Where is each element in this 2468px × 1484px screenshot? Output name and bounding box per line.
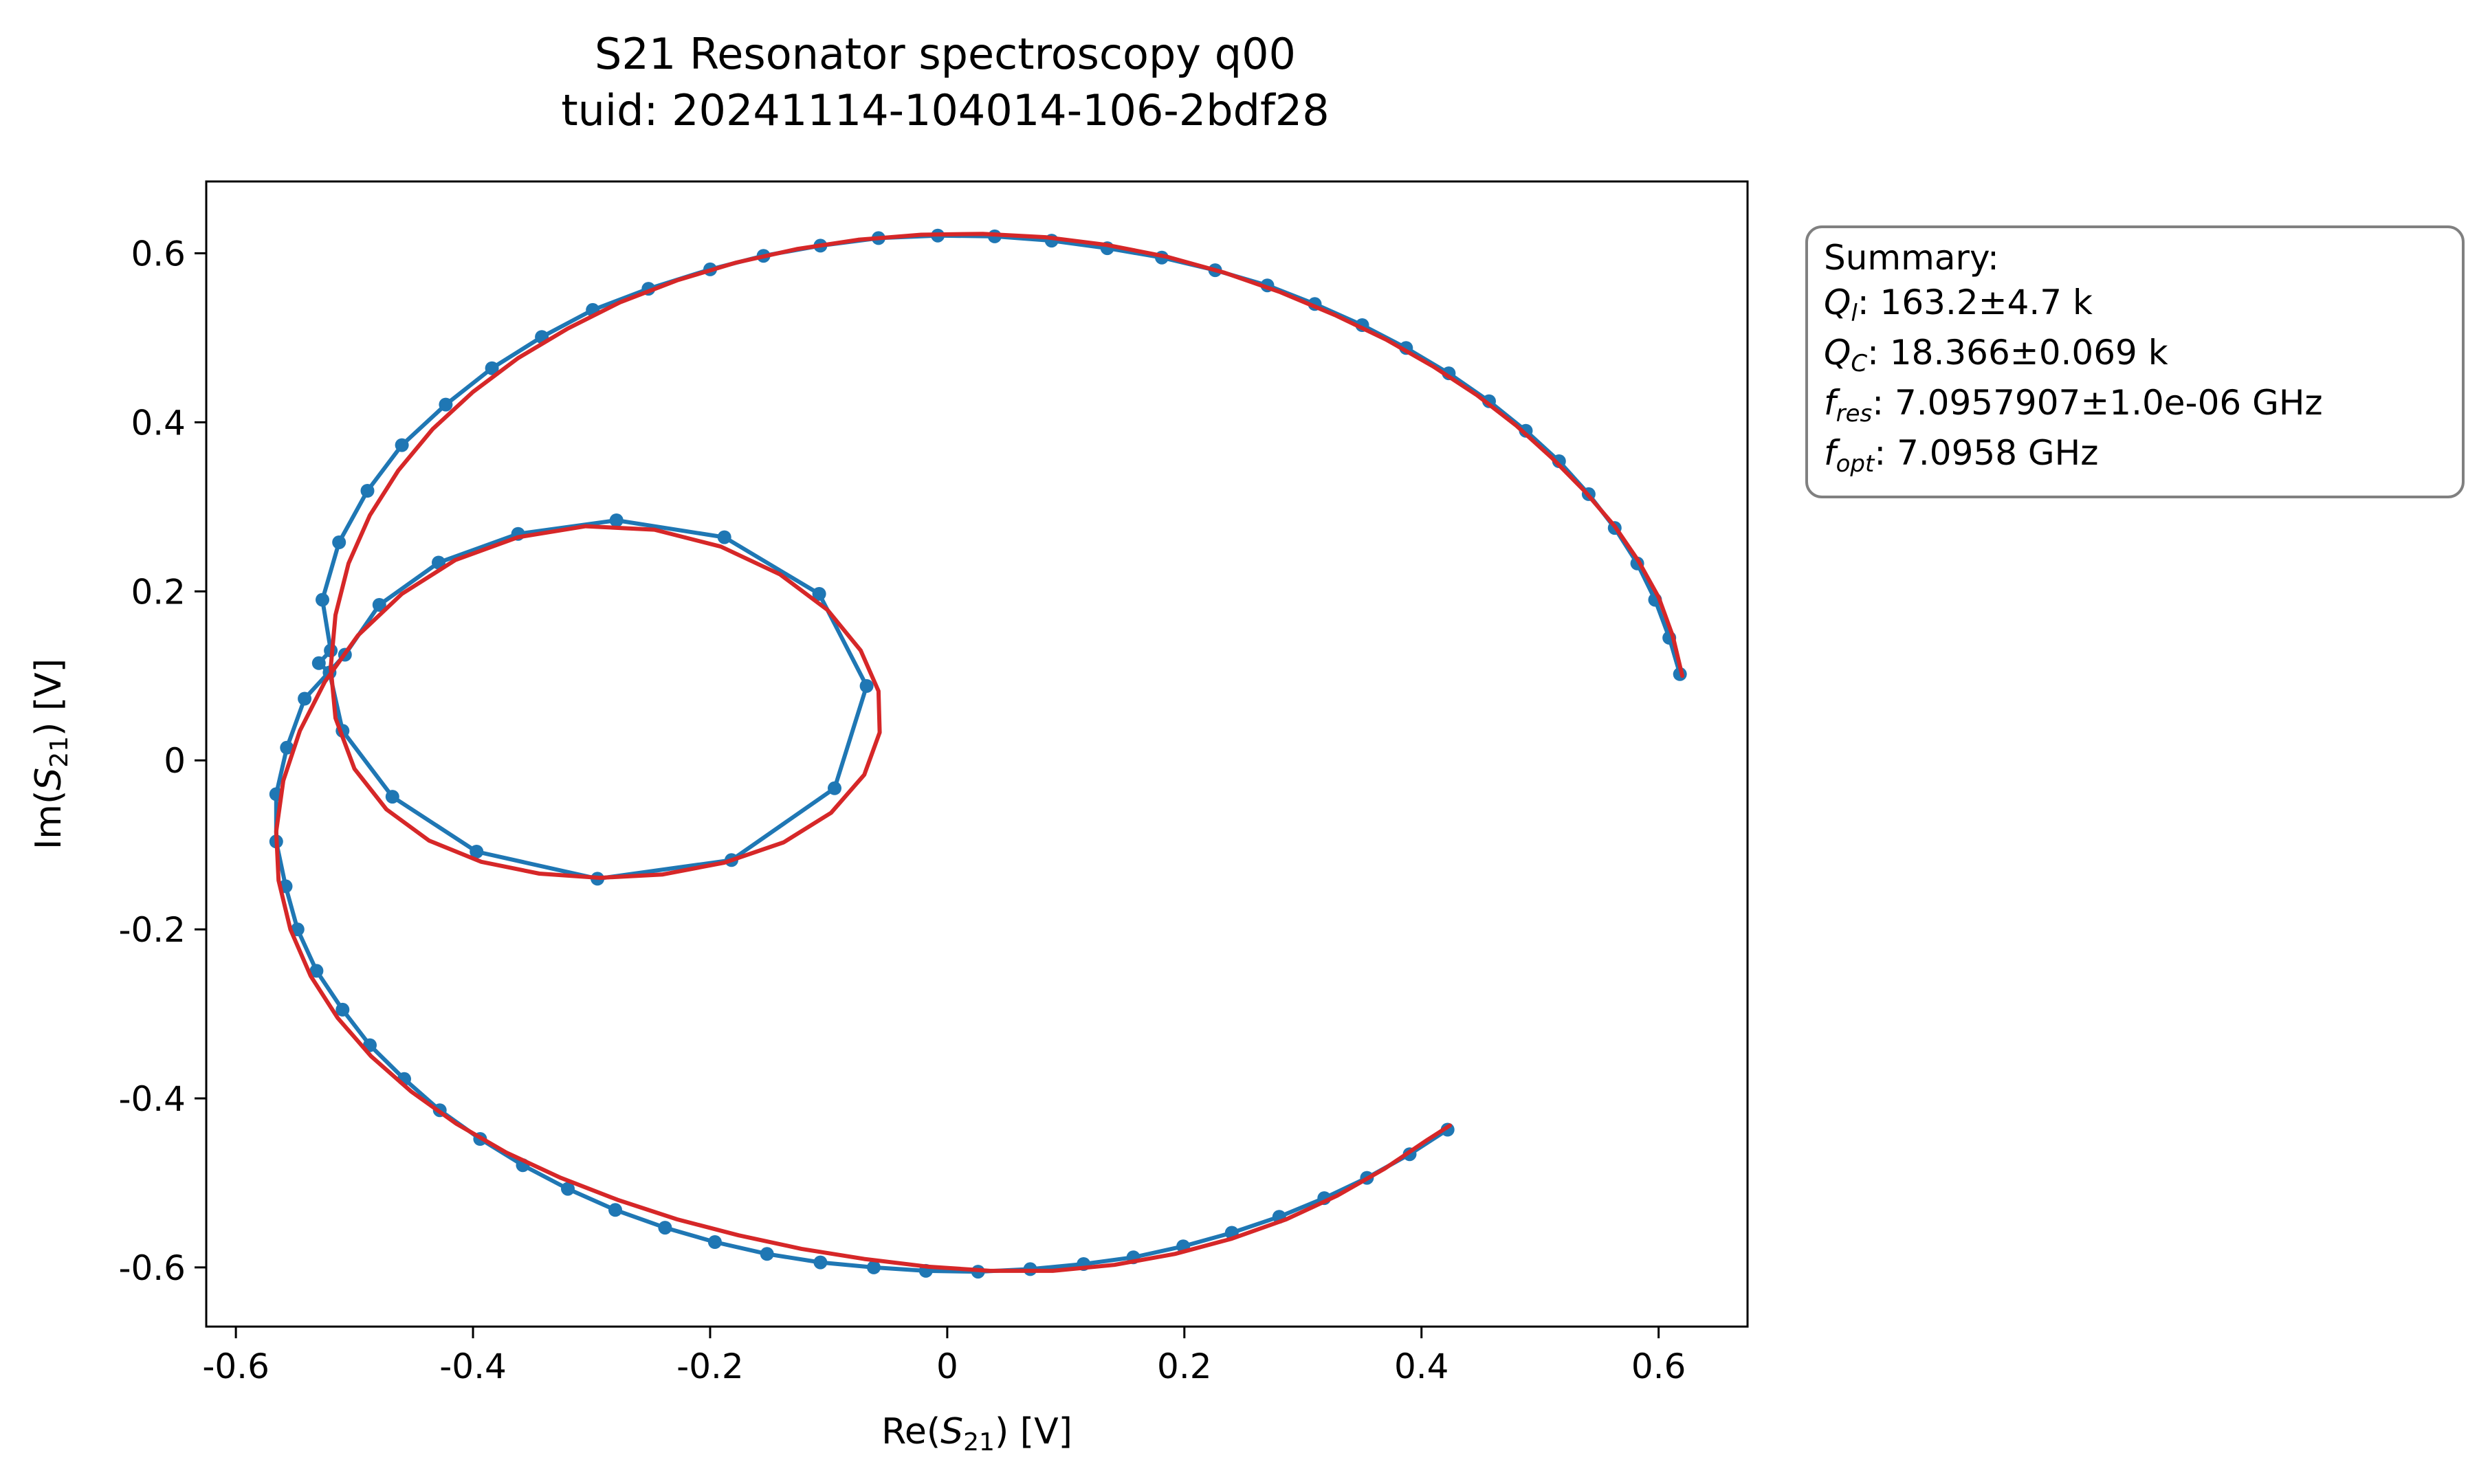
- y-axis: -0.6 -0.4 -0.2 0 0.2 0.4 0.6: [118, 234, 206, 1288]
- data-point: [1552, 454, 1566, 468]
- y-tick-label: 0: [164, 741, 186, 781]
- summary-f-res: fres: 7.0957907±1.0e-06 GHz: [1824, 383, 2323, 428]
- x-tick-label: 0.6: [1631, 1347, 1686, 1386]
- data-point: [298, 691, 312, 706]
- x-tick-label: 0.4: [1394, 1347, 1449, 1386]
- data-point: [309, 964, 324, 978]
- data-point: [311, 656, 326, 670]
- data-point: [608, 1203, 622, 1217]
- y-tick-label: -0.4: [118, 1079, 186, 1119]
- summary-q-loaded: Ql: 163.2±4.7 k: [1824, 283, 2093, 327]
- y-tick-label: -0.2: [118, 910, 186, 950]
- data-point: [1519, 423, 1533, 438]
- x-tick-label: -0.6: [202, 1347, 269, 1386]
- data-point: [813, 1255, 828, 1270]
- data-point: [360, 484, 375, 498]
- data-point: [372, 598, 386, 612]
- fit-line: [274, 232, 1685, 1273]
- data-point: [707, 1235, 722, 1249]
- data-point: [717, 530, 731, 544]
- summary-box: Summary: Ql: 163.2±4.7 k QC: 18.366±0.06…: [1805, 225, 2465, 498]
- x-axis: -0.6 -0.4 -0.2 0 0.2 0.4 0.6: [202, 1327, 1686, 1386]
- data-point: [609, 513, 624, 527]
- data-point: [867, 1260, 881, 1274]
- x-tick-label: 0.2: [1157, 1347, 1212, 1386]
- data-point: [658, 1221, 672, 1235]
- y-axis-label: Im(S21) [V]: [28, 658, 74, 850]
- y-tick-label: 0.6: [131, 234, 186, 274]
- summary-title: Summary:: [1824, 238, 1999, 278]
- chart-title: S21 Resonator spectroscopy q00: [595, 29, 1296, 79]
- data-point: [439, 397, 453, 412]
- summary-q-coupling: QC: 18.366±0.069 k: [1824, 333, 2168, 377]
- data-point: [470, 845, 484, 859]
- summary-f-opt: fopt: 7.0958 GHz: [1824, 433, 2099, 478]
- x-tick-label: -0.4: [439, 1347, 507, 1386]
- y-tick-label: -0.6: [118, 1248, 186, 1288]
- summary-frame: [1805, 225, 2465, 498]
- data-point: [332, 535, 346, 549]
- chart-subtitle: tuid: 20241114-104014-106-2bdf28: [561, 85, 1329, 135]
- data-point: [280, 740, 294, 755]
- data-point: [335, 1002, 350, 1017]
- y-tick-label: 0.4: [131, 403, 186, 443]
- data-point: [385, 790, 399, 804]
- data-point: [485, 361, 499, 375]
- axes-frame: [205, 180, 1749, 1328]
- data-point: [859, 679, 874, 693]
- series-layer: [269, 228, 1687, 1279]
- y-tick-label: 0.2: [131, 572, 186, 612]
- data-point: [395, 438, 409, 452]
- data-point: [760, 1247, 774, 1261]
- x-tick-label: -0.2: [676, 1347, 744, 1386]
- data-point: [561, 1182, 575, 1196]
- data-point: [812, 587, 826, 601]
- data-point: [828, 781, 841, 795]
- x-tick-label: 0: [936, 1347, 958, 1386]
- data-point: [316, 593, 329, 607]
- x-axis-label: Re(S21) [V]: [881, 1411, 1072, 1457]
